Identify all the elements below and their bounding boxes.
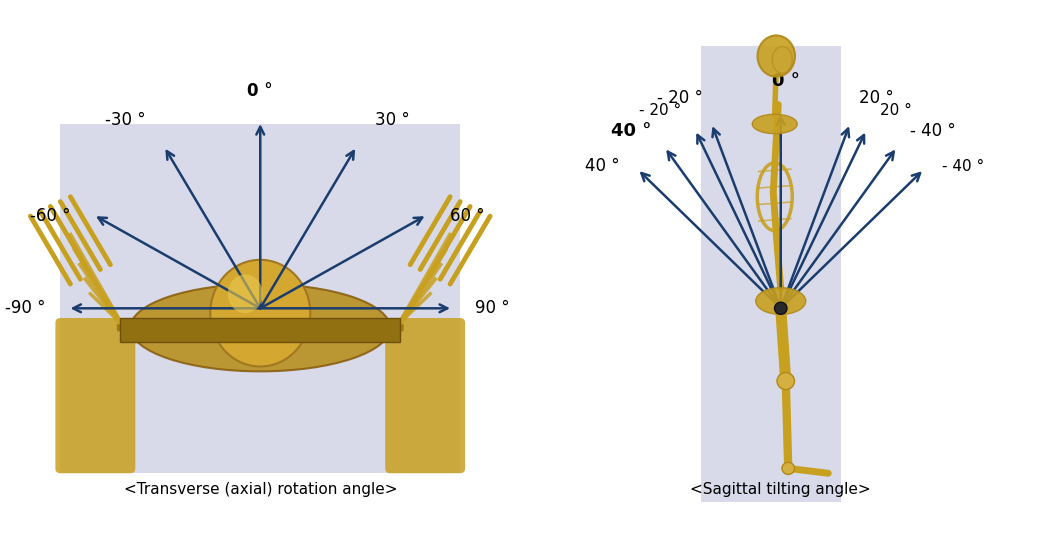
Text: 0 °: 0 ° xyxy=(248,82,273,100)
Ellipse shape xyxy=(130,284,390,371)
FancyBboxPatch shape xyxy=(55,318,135,473)
Bar xyxy=(701,46,841,502)
Text: 20 °: 20 ° xyxy=(859,88,894,107)
Ellipse shape xyxy=(753,114,797,134)
Bar xyxy=(121,318,400,342)
Text: - 20 °: - 20 ° xyxy=(657,88,703,107)
Text: - 40 °: - 40 ° xyxy=(942,159,985,174)
Ellipse shape xyxy=(756,288,806,314)
Text: <Transverse (axial) rotation angle>: <Transverse (axial) rotation angle> xyxy=(124,482,397,497)
Ellipse shape xyxy=(758,36,795,77)
Bar xyxy=(60,124,460,473)
Ellipse shape xyxy=(210,260,310,367)
FancyBboxPatch shape xyxy=(385,318,465,473)
Text: - 20 °: - 20 ° xyxy=(639,103,681,118)
Text: 30 °: 30 ° xyxy=(375,111,410,129)
Text: 0 °: 0 ° xyxy=(771,72,799,90)
Text: <Sagittal tilting angle>: <Sagittal tilting angle> xyxy=(690,482,871,497)
Text: -90 °: -90 ° xyxy=(5,299,46,317)
Text: 40 °: 40 ° xyxy=(585,157,619,175)
Text: 90 °: 90 ° xyxy=(475,299,510,317)
Ellipse shape xyxy=(228,274,262,313)
Ellipse shape xyxy=(775,302,787,314)
Ellipse shape xyxy=(782,462,794,474)
Text: - 40 °: - 40 ° xyxy=(911,122,956,140)
Text: 40 °: 40 ° xyxy=(611,122,651,140)
Text: 20 °: 20 ° xyxy=(881,103,912,118)
Ellipse shape xyxy=(777,372,794,390)
Text: -60 °: -60 ° xyxy=(30,207,71,225)
Text: -30 °: -30 ° xyxy=(105,111,146,129)
Text: 60 °: 60 ° xyxy=(450,207,484,225)
